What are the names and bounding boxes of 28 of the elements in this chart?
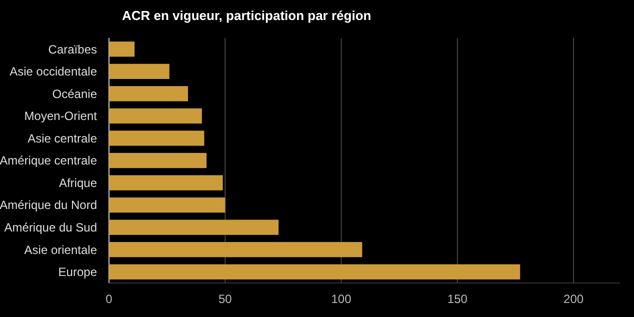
y-tick-label: Moyen-Orient: [24, 109, 98, 124]
x-tick-label: 200: [564, 292, 584, 306]
y-tick-label: Afrique: [58, 176, 98, 190]
y-tick-label: Caraïbes: [48, 42, 97, 56]
bar: [109, 86, 188, 102]
bar: [109, 197, 226, 213]
y-tick-label: Europe: [58, 265, 98, 280]
x-tick-label: 0: [106, 292, 113, 306]
y-tick-label: Asie centrale: [28, 131, 98, 146]
y-tick-label: Asie orientale: [24, 242, 98, 257]
y-tick-label: Amérique du Sud: [4, 220, 97, 235]
x-tick-label: 50: [218, 292, 232, 306]
y-tick-label: Asie occidentale: [10, 64, 98, 79]
x-tick-label: 100: [331, 292, 352, 306]
chart-title: ACR en vigueur, participation par région: [122, 8, 372, 23]
bar: [109, 175, 223, 190]
bar: [109, 152, 207, 168]
bar: [109, 64, 170, 79]
bar: [109, 42, 135, 57]
bar: [109, 220, 279, 235]
bar: [109, 242, 362, 258]
y-tick-label: Amérique du Nord: [0, 198, 97, 212]
y-tick-label: Océanie: [52, 86, 98, 101]
bar: [109, 264, 520, 280]
bar: [109, 108, 202, 124]
bar: [109, 130, 204, 146]
x-tick-label: 150: [447, 292, 468, 306]
y-tick-label: Amérique centrale: [0, 154, 98, 168]
